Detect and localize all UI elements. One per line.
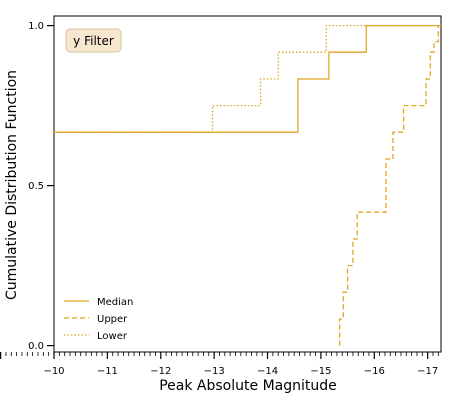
filter-badge-label: y Filter <box>73 34 114 48</box>
legend-label-median: Median <box>97 297 133 308</box>
series-layer <box>54 24 441 346</box>
filter-badge: y Filter <box>65 28 122 53</box>
series-median-line <box>54 24 441 133</box>
series-lower-line <box>54 24 441 133</box>
y-tick-label: 0.0 <box>28 341 44 352</box>
x-tick-label: −12 <box>150 366 171 377</box>
y-tick-label: 1.0 <box>28 21 44 32</box>
series-upper-line <box>338 25 439 346</box>
x-tick-label: −14 <box>257 366 278 377</box>
legend: Median Upper Lower <box>64 297 133 342</box>
x-tick-label: −16 <box>364 366 385 377</box>
legend-label-lower: Lower <box>97 331 128 342</box>
y-tick-label: 0.5 <box>28 181 44 192</box>
x-axis: −10 −11 −12 −13 −14 −15 −16 −17 <box>0 352 439 377</box>
x-tick-label: −13 <box>204 366 225 377</box>
x-tick-label: −10 <box>43 366 64 377</box>
plot-frame <box>53 15 442 353</box>
y-axis: 0.0 0.5 1.0 <box>28 21 54 352</box>
y-axis-title: Cumulative Distribution Function <box>4 70 20 300</box>
x-tick-label: −11 <box>97 366 118 377</box>
x-tick-label: −17 <box>417 366 438 377</box>
filter-badge-box <box>65 28 122 53</box>
legend-label-upper: Upper <box>97 314 128 325</box>
x-axis-title: Peak Absolute Magnitude <box>159 378 337 394</box>
x-tick-label: −15 <box>310 366 331 377</box>
